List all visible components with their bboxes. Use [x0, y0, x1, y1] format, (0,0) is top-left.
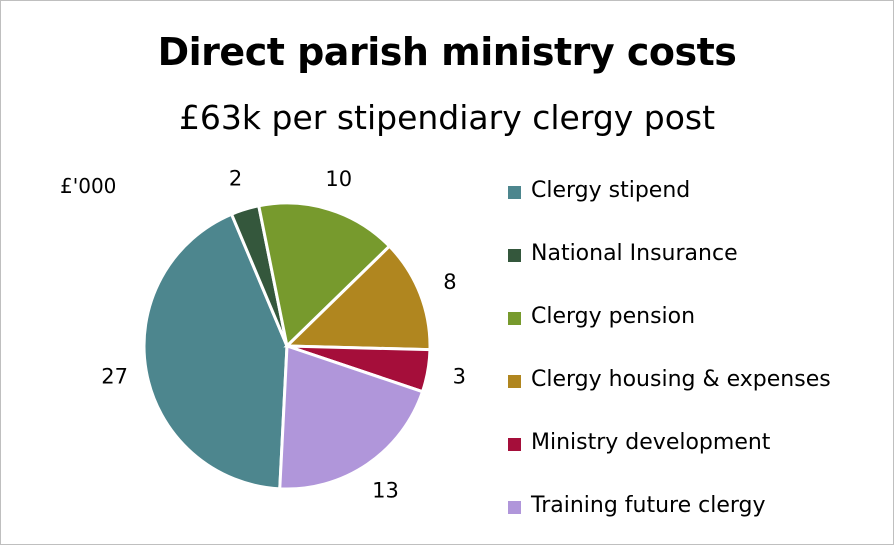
legend-swatch	[508, 438, 521, 451]
legend-label: Ministry development	[531, 430, 771, 455]
legend-label: Clergy stipend	[531, 178, 691, 203]
pie-slice	[283, 244, 432, 352]
unit-label: £'000	[60, 174, 117, 198]
data-label: 27	[101, 364, 128, 388]
legend-item: National Insurance	[508, 241, 831, 304]
data-label: 8	[443, 270, 456, 294]
data-label: 13	[372, 479, 399, 503]
legend-swatch	[508, 186, 521, 199]
legend-label: Clergy pension	[531, 304, 696, 329]
legend-label: Clergy housing & expenses	[531, 367, 831, 392]
legend-swatch	[508, 312, 521, 325]
legend-swatch	[508, 375, 521, 388]
legend-label: National Insurance	[531, 241, 738, 266]
chart-title: Direct parish ministry costs	[157, 30, 737, 74]
legend-swatch	[508, 501, 521, 514]
chart-subtitle: £63k per stipendiary clergy post	[178, 98, 716, 137]
data-label: 2	[229, 167, 242, 191]
pie-slice	[278, 343, 425, 491]
legend-item: Clergy stipend	[508, 178, 831, 241]
legend: Clergy stipend National Insurance Clergy p…	[508, 178, 831, 556]
pie-slice	[257, 201, 392, 349]
legend-item: Ministry development	[508, 430, 831, 493]
legend-label: Training future clergy	[531, 493, 766, 518]
legend-item: Clergy housing & expenses	[508, 367, 831, 430]
legend-item: Clergy pension	[508, 304, 831, 367]
legend-swatch	[508, 249, 521, 262]
data-label: 10	[325, 167, 352, 191]
legend-item: Training future clergy	[508, 493, 831, 556]
data-label: 3	[453, 365, 466, 389]
pie-slice	[142, 212, 289, 491]
